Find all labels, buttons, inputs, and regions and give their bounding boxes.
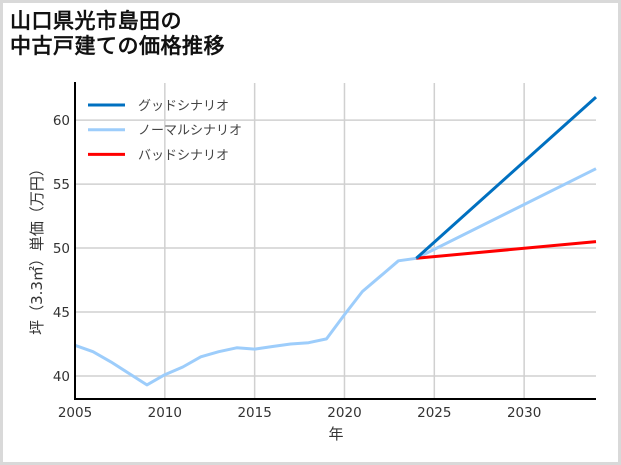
data-series xyxy=(74,95,598,387)
x-tick-label: 2005 xyxy=(58,405,92,421)
normal-scenario-line xyxy=(74,167,597,387)
legend-label-normal: ノーマルシナリオ xyxy=(138,124,242,139)
y-tick-label: 45 xyxy=(53,305,70,321)
chart-title-line2: 中古戸建ての価格推移 xyxy=(10,34,225,58)
chart-title: 山口県光市島田の 中古戸建ての価格推移 xyxy=(10,9,225,59)
axes xyxy=(74,82,596,400)
x-tick-label: 2020 xyxy=(327,405,361,421)
legend-label-good: グッドシナリオ xyxy=(138,99,229,114)
y-axis-label: 坪（3.3㎡）単価（万円） xyxy=(28,161,46,335)
y-tick-label: 50 xyxy=(53,241,70,257)
x-tick-label: 2015 xyxy=(237,405,271,421)
y-tick-label: 60 xyxy=(53,113,70,129)
x-axis-label: 年 xyxy=(328,425,343,443)
y-tick-label: 40 xyxy=(53,369,70,385)
bad-scenario-line xyxy=(416,240,597,260)
legend-label-bad: バッドシナリオ xyxy=(138,148,229,163)
y-tick-label: 55 xyxy=(53,177,70,193)
good-scenario-line xyxy=(415,95,598,260)
tick-labels: 2005 2010 2015 2020 2025 2030 40 45 50 55 60 xyxy=(53,113,542,421)
chart-title-line1: 山口県光市島田の xyxy=(10,9,182,33)
x-tick-label: 2030 xyxy=(507,405,541,421)
x-tick-label: 2025 xyxy=(417,405,451,421)
x-tick-label: 2010 xyxy=(148,405,182,421)
